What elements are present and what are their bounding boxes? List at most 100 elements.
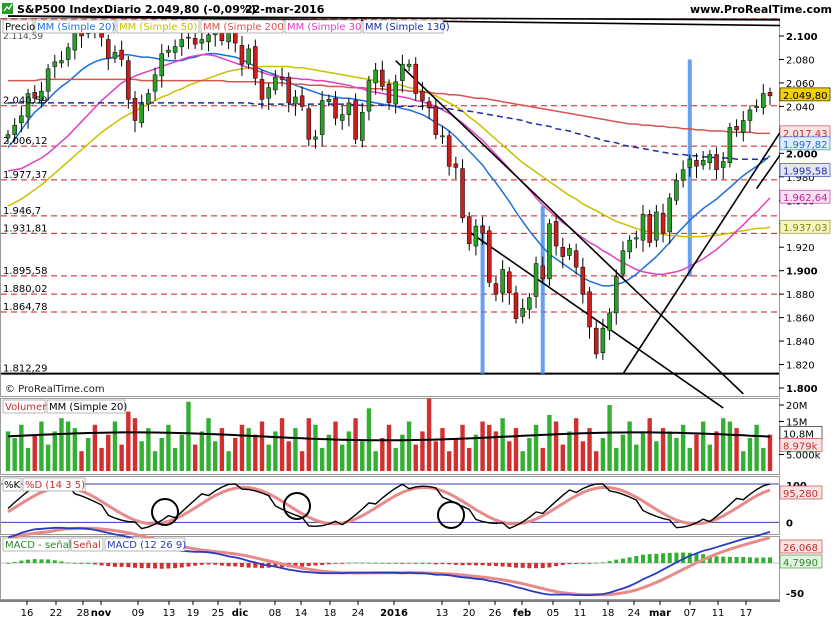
macd-hist-bar: [641, 554, 645, 563]
level-label: 1.812,29: [3, 364, 48, 375]
legend-box: [116, 19, 200, 34]
x-tick-label: 24: [352, 608, 365, 619]
price-badge-text: 2.049,80: [783, 91, 828, 102]
macd-hist-bar: [747, 557, 752, 563]
candle-body: [547, 223, 552, 280]
macd-tick-label: -50: [786, 589, 804, 600]
macd-hist-bar: [173, 563, 178, 569]
stoch-circle-marker: [437, 501, 465, 529]
macd-hist-bar: [306, 563, 311, 566]
macd-hist-bar: [473, 563, 478, 566]
macd-hist-bar: [627, 557, 632, 563]
candle-body: [747, 109, 753, 121]
site-url[interactable]: www.ProRealTime.com: [690, 3, 832, 16]
candle-body: [433, 106, 439, 135]
candle-body: [487, 230, 492, 283]
legend-box: [46, 399, 126, 414]
volume-bar: [86, 438, 91, 471]
candle-body: [346, 102, 352, 115]
candle-body: [393, 81, 398, 105]
x-tick-label: 11: [574, 608, 587, 619]
macd-panel[interactable]: [0, 536, 780, 600]
macd-badge-text: 4,7990: [783, 558, 818, 569]
stoch-k-label: %K: [4, 480, 21, 491]
price-badge: [779, 219, 831, 234]
volume-bar: [246, 428, 251, 471]
macd-hist-bar: [600, 562, 605, 564]
macd-hist-bar: [714, 556, 719, 563]
macd-hist-bar: [707, 555, 712, 563]
candle-body: [600, 327, 606, 354]
volume-bar: [126, 411, 131, 471]
volume-bar: [393, 447, 398, 471]
volume-bar: [319, 447, 325, 471]
macd-hist-bar: [681, 552, 686, 563]
header-icon[interactable]: [2, 3, 13, 14]
volume-bar: [346, 431, 352, 471]
legend-item: MM (Simple 20): [37, 22, 115, 33]
candle-body: [607, 312, 612, 331]
macd-hist-bar: [520, 563, 525, 568]
legend-box: [104, 537, 186, 552]
stochastic-panel[interactable]: [0, 476, 780, 535]
macd-hist-bar: [634, 556, 639, 563]
candle-body: [707, 154, 713, 163]
price-badge: [779, 189, 831, 204]
candlesticks: [5, 19, 773, 360]
volume-bar: [547, 414, 552, 471]
volume-bar: [239, 424, 245, 471]
stoch-badge: [779, 485, 823, 500]
macd-hist-bar: [340, 563, 345, 564]
candle-body: [299, 95, 305, 107]
macd-hist-bar: [433, 563, 438, 565]
volume-bar: [199, 431, 205, 471]
volume-bar: [112, 421, 118, 471]
volume-bar: [640, 431, 646, 471]
macd-hist-bar: [226, 563, 231, 567]
macd-hist-bar: [353, 562, 358, 564]
candle-body: [126, 60, 131, 100]
candle-body: [426, 101, 432, 108]
candle-body: [360, 112, 365, 141]
candle-body: [132, 97, 138, 121]
price-badge-text: 1.962,64: [783, 193, 828, 204]
macd-hist-bar: [193, 563, 198, 566]
volume-bar: [433, 441, 438, 471]
candle-body: [192, 38, 198, 45]
volume-bar: [293, 428, 298, 471]
x-tick-label: 17: [740, 608, 753, 619]
price-tick-label: 2.100: [786, 32, 818, 43]
legend-box: [34, 19, 116, 34]
volume-bars: [5, 398, 773, 471]
candle-body: [199, 39, 205, 44]
macd-hist-bar: [647, 554, 652, 563]
macd-hist-bar: [694, 553, 699, 563]
macd-hist-bar: [166, 563, 171, 569]
macd-hist-bar: [387, 563, 391, 564]
volume-bar: [694, 434, 699, 471]
candle-body: [687, 158, 693, 168]
macd-hist-bar: [453, 563, 458, 565]
volume-label: Volumen: [5, 402, 49, 413]
macd-hist-bar: [72, 562, 77, 564]
x-tick-label: 07: [684, 608, 697, 619]
price-badge: [779, 136, 831, 151]
stoch-circle-marker: [151, 498, 179, 526]
volume-bar: [761, 447, 766, 471]
candle-body: [152, 74, 158, 92]
candle-body: [420, 90, 425, 101]
volume-bar: [507, 441, 512, 471]
volume-bar: [520, 451, 525, 471]
stoch-k-line: [7, 483, 771, 530]
volume-bar: [25, 447, 31, 471]
macd-hist-bar: [19, 560, 24, 563]
price-tick-label: 2.080: [786, 55, 815, 66]
volume-ma-line: [7, 431, 771, 442]
x-tick-label: 20: [463, 608, 476, 619]
date-axis[interactable]: 16 22 28 nov 09 13 19 25 dic 08 14 18 24 2016 13 20 26 fe…: [0, 600, 780, 619]
candle-body: [339, 114, 345, 121]
volume-bar: [373, 451, 378, 471]
price-badge-text: 1.995,58: [783, 167, 828, 178]
macd-hist-bar: [540, 563, 545, 569]
